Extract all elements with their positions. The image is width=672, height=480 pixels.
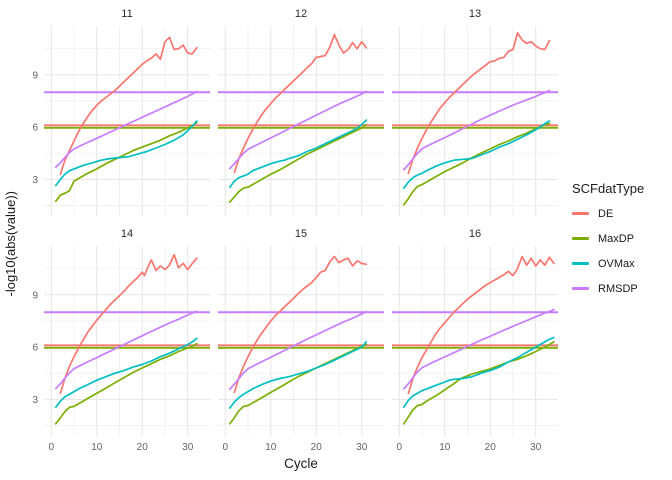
legend-title: SCFdatType	[572, 180, 645, 196]
svg-text:20: 20	[485, 442, 497, 453]
svg-text:10: 10	[91, 442, 103, 453]
facet-panel-14: 14 3 6 9 0 10 20 30	[32, 228, 210, 453]
facet-panel-13: 13	[392, 8, 558, 216]
svg-text:10: 10	[439, 442, 451, 453]
facet-title-16: 16	[468, 228, 482, 240]
facet-title-13: 13	[468, 8, 482, 20]
facet-title-12: 12	[294, 8, 308, 20]
plot-area-12	[218, 26, 384, 216]
legend-label-rmsdp: RMSDP	[598, 282, 638, 295]
facet-grid: 11 3 6 9 12 13 14 3 6 9 0 10 20 30 15 0 10 20 30 16	[32, 8, 558, 453]
svg-text:30: 30	[356, 442, 368, 453]
legend: SCFdatType DE MaxDP OVMax RMSDP	[558, 8, 672, 480]
x-axis-title: Cycle	[284, 456, 318, 471]
svg-text:6: 6	[32, 123, 38, 134]
legend-key-line-maxdp	[572, 237, 589, 240]
legend-key-line-de	[572, 212, 589, 215]
facet-title-11: 11	[121, 8, 133, 20]
facet-title-14: 14	[120, 228, 134, 240]
svg-text:3: 3	[32, 395, 38, 406]
svg-text:20: 20	[137, 442, 149, 453]
plot-area-11: 3 6 9	[32, 26, 210, 216]
svg-text:9: 9	[32, 290, 38, 301]
plot-area-16: 0 10 20 30	[392, 246, 558, 453]
svg-text:0: 0	[396, 442, 402, 453]
facet-title-15: 15	[294, 228, 308, 240]
plot-area-13	[392, 26, 558, 216]
svg-text:3: 3	[32, 175, 38, 186]
legend-item-ovmax: OVMax	[572, 258, 672, 270]
facet-panel-12: 12	[218, 8, 384, 216]
legend-label-ovmax: OVMax	[598, 257, 635, 270]
svg-text:0: 0	[48, 442, 54, 453]
legend-label-maxdp: MaxDP	[598, 232, 635, 245]
svg-text:10: 10	[265, 442, 277, 453]
legend-key-line-ovmax	[572, 262, 589, 265]
svg-text:20: 20	[311, 442, 323, 453]
legend-item-rmsdp: RMSDP	[572, 283, 672, 295]
y-axis-title: -log10(abs(value))	[2, 191, 18, 297]
legend-label-de: DE	[598, 207, 614, 220]
y-axis-title-column: -log10(abs(value))	[0, 8, 20, 480]
facet-panel-11: 11 3 6 9	[32, 8, 210, 216]
svg-text:9: 9	[32, 70, 38, 81]
plot-area-14: 3 6 9 0 10 20 30	[32, 246, 210, 453]
plot-area-15: 0 10 20 30	[218, 246, 384, 453]
facet-area: 11 3 6 9 12 13 14 3 6 9 0 10 20 30 15 0 10 20 30 16	[20, 8, 558, 480]
svg-text:6: 6	[32, 343, 38, 354]
svg-text:0: 0	[222, 442, 228, 453]
legend-item-de: DE	[572, 208, 672, 220]
svg-text:30: 30	[182, 442, 194, 453]
facet-panel-15: 15 0 10 20 30	[218, 228, 384, 453]
legend-key-line-rmsdp	[572, 287, 589, 290]
svg-text:30: 30	[530, 442, 542, 453]
legend-item-maxdp: MaxDP	[572, 233, 672, 245]
facet-panel-16: 16 0 10 20 30	[392, 228, 558, 453]
